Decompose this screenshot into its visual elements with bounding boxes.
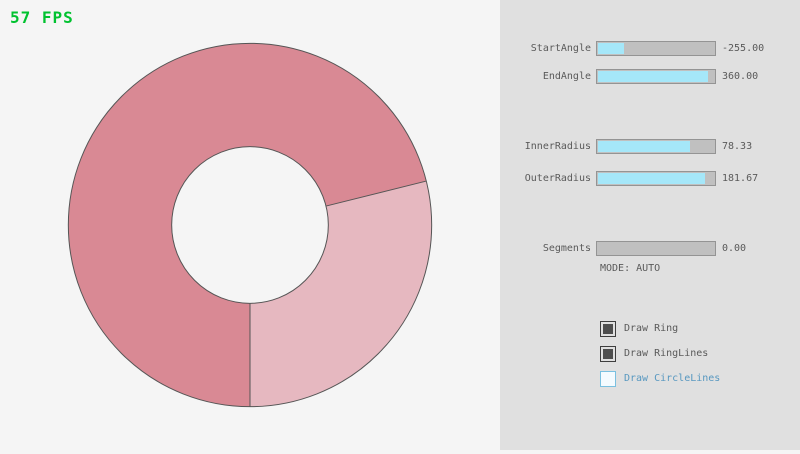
controls-panel: StartAngle -255.00 EndAngle 360.00 Inner…: [500, 0, 800, 450]
draw-ringlines-label: Draw RingLines: [624, 348, 709, 359]
draw-canvas: 57 FPS: [10, 8, 433, 408]
checkbox-box[interactable]: [600, 370, 616, 387]
slider-row-segments: Segments 0.00: [500, 240, 800, 256]
segments-value: 0.00: [722, 242, 747, 254]
outer-radius-slider-fill: [598, 172, 706, 184]
draw-circlelines-checkbox[interactable]: Draw CircleLines: [600, 370, 720, 387]
draw-ringlines-checkbox[interactable]: Draw RingLines: [600, 345, 708, 362]
outer-radius-slider[interactable]: [596, 170, 716, 186]
start-angle-slider-fill: [598, 42, 624, 54]
ring-canvas: [67, 42, 433, 408]
fps-counter: 57 FPS: [10, 8, 74, 27]
checkbox-box[interactable]: [600, 345, 616, 362]
draw-circlelines-label: Draw CircleLines: [624, 373, 721, 384]
segments-label: Segments: [542, 242, 591, 254]
checkbox-checkmark: [603, 323, 613, 334]
start-angle-slider[interactable]: [596, 40, 716, 56]
start-angle-value: -255.00: [722, 42, 765, 54]
draw-ring-checkbox[interactable]: Draw Ring: [600, 320, 678, 337]
checkbox-checkmark: [603, 348, 613, 359]
end-angle-value: 360.00: [722, 70, 759, 82]
ring-overlap-sector: [250, 181, 432, 407]
start-angle-label: StartAngle: [530, 42, 591, 54]
inner-radius-value: 78.33: [722, 140, 753, 152]
segments-slider[interactable]: [596, 240, 716, 256]
draw-ring-label: Draw Ring: [624, 323, 679, 334]
end-angle-slider[interactable]: [596, 68, 716, 84]
slider-row-end-angle: EndAngle 360.00: [500, 68, 800, 84]
end-angle-slider-fill: [598, 70, 708, 82]
inner-radius-slider[interactable]: [596, 138, 716, 154]
inner-radius-slider-fill: [598, 140, 691, 152]
outer-radius-value: 181.67: [722, 172, 759, 184]
ring-inner-outline: [171, 146, 329, 304]
slider-row-start-angle: StartAngle -255.00: [500, 40, 800, 56]
inner-radius-label: InnerRadius: [524, 140, 591, 152]
outer-radius-label: OuterRadius: [524, 172, 591, 184]
ring-sector-edge-line: [325, 180, 427, 207]
slider-row-outer-radius: OuterRadius 181.67: [500, 170, 800, 186]
slider-row-inner-radius: InnerRadius 78.33: [500, 138, 800, 154]
segments-mode-label: MODE: AUTO: [600, 263, 661, 274]
end-angle-label: EndAngle: [542, 70, 591, 82]
checkbox-box[interactable]: [600, 320, 616, 337]
